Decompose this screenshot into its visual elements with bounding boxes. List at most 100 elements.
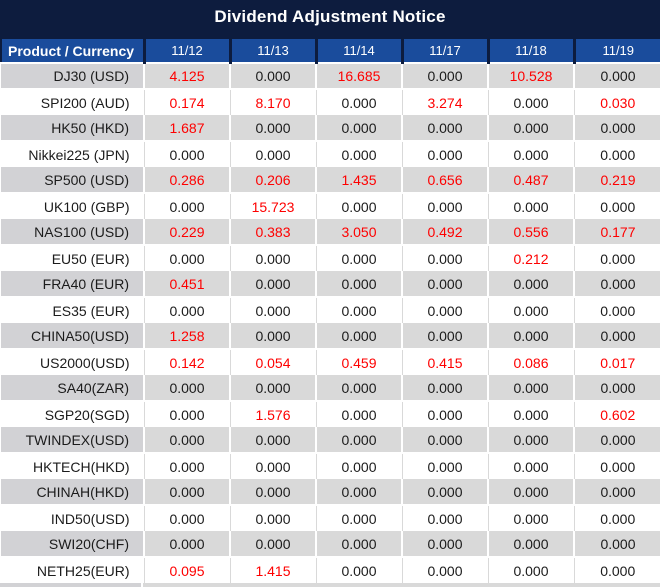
table-row: SPI200 (AUD) 0.174 8.170 0.000 3.274 0.000 0.0… — [1, 89, 660, 115]
value-cell: 0.000 — [316, 271, 403, 298]
value-cell: 0.286 — [144, 167, 231, 194]
value-cell: 0.000 — [488, 323, 575, 350]
value-cell: 0.000 — [402, 557, 489, 583]
value-cell: 0.000 — [402, 453, 489, 479]
value-cell: 0.000 — [316, 193, 403, 219]
value-cell: 0.095 — [144, 557, 231, 583]
value-cell: 0.000 — [574, 63, 660, 90]
bottom-sliver-divider — [141, 583, 143, 587]
value-cell: 0.000 — [574, 505, 660, 531]
value-cell: 0.000 — [488, 115, 575, 142]
value-cell: 0.177 — [574, 219, 660, 246]
value-cell: 0.000 — [316, 557, 403, 583]
header-date-5: 11/18 — [488, 39, 576, 64]
value-cell: 0.000 — [402, 323, 489, 350]
value-cell: 0.000 — [230, 505, 317, 531]
value-cell: 0.000 — [316, 375, 403, 402]
value-cell: 0.000 — [402, 401, 489, 427]
value-cell: 0.086 — [488, 349, 575, 375]
value-cell: 0.212 — [488, 245, 575, 271]
value-cell: 0.000 — [144, 141, 231, 167]
value-cell: 0.017 — [574, 349, 660, 375]
value-cell: 3.050 — [316, 219, 403, 246]
product-cell: EU50 (EUR) — [1, 245, 145, 271]
value-cell: 0.000 — [144, 193, 231, 219]
value-cell: 0.000 — [488, 427, 575, 454]
product-cell: NETH25(EUR) — [1, 557, 145, 583]
value-cell: 0.030 — [574, 89, 660, 115]
table-row: Nikkei225 (JPN) 0.000 0.000 0.000 0.000 0.000… — [1, 141, 660, 167]
value-cell: 0.556 — [488, 219, 575, 246]
value-cell: 0.000 — [230, 297, 317, 323]
value-cell: 0.000 — [230, 453, 317, 479]
value-cell: 0.206 — [230, 167, 317, 194]
product-cell: UK100 (GBP) — [1, 193, 145, 219]
value-cell: 0.000 — [402, 245, 489, 271]
value-cell: 0.602 — [574, 401, 660, 427]
value-cell: 0.000 — [488, 505, 575, 531]
value-cell: 0.000 — [488, 193, 575, 219]
product-cell: FRA40 (EUR) — [1, 271, 145, 298]
value-cell: 0.000 — [230, 375, 317, 402]
bottom-sliver-product-cell — [0, 583, 141, 587]
title-bar: Dividend Adjustment Notice — [0, 0, 660, 39]
value-cell: 0.000 — [316, 401, 403, 427]
value-cell: 8.170 — [230, 89, 317, 115]
table-row: FRA40 (EUR) 0.451 0.000 0.000 0.000 0.000 0.00… — [1, 271, 660, 298]
product-cell: CHINA50(USD) — [1, 323, 145, 350]
value-cell: 0.459 — [316, 349, 403, 375]
value-cell: 0.000 — [402, 479, 489, 506]
header-date-3: 11/14 — [316, 39, 404, 64]
value-cell: 0.000 — [144, 375, 231, 402]
value-cell: 0.219 — [574, 167, 660, 194]
dividend-table: Product / Currency 11/12 11/13 11/14 11/… — [0, 39, 660, 583]
product-cell: TWINDEX(USD) — [1, 427, 145, 454]
value-cell: 3.274 — [402, 89, 489, 115]
value-cell: 0.000 — [574, 453, 660, 479]
value-cell: 0.000 — [488, 89, 575, 115]
value-cell: 0.000 — [230, 427, 317, 454]
value-cell: 1.576 — [230, 401, 317, 427]
table-row: DJ30 (USD) 4.125 0.000 16.685 0.000 10.528 0.0… — [1, 63, 660, 90]
value-cell: 0.000 — [574, 193, 660, 219]
value-cell: 0.000 — [488, 375, 575, 402]
table-row: CHINAH(HKD) 0.000 0.000 0.000 0.000 0.000 0.00… — [1, 479, 660, 506]
product-cell: SPI200 (AUD) — [1, 89, 145, 115]
value-cell: 0.000 — [316, 427, 403, 454]
value-cell: 15.723 — [230, 193, 317, 219]
header-date-6: 11/19 — [574, 39, 660, 64]
value-cell: 0.000 — [144, 245, 231, 271]
value-cell: 0.000 — [230, 141, 317, 167]
value-cell: 0.000 — [574, 427, 660, 454]
value-cell: 0.000 — [402, 505, 489, 531]
value-cell: 0.656 — [402, 167, 489, 194]
table-row: HKTECH(HKD) 0.000 0.000 0.000 0.000 0.000 0.00… — [1, 453, 660, 479]
value-cell: 0.000 — [488, 141, 575, 167]
value-cell: 0.000 — [402, 427, 489, 454]
value-cell: 0.000 — [574, 557, 660, 583]
table-row: SA40(ZAR) 0.000 0.000 0.000 0.000 0.000 0.000 — [1, 375, 660, 402]
value-cell: 0.000 — [488, 297, 575, 323]
product-cell: Nikkei225 (JPN) — [1, 141, 145, 167]
value-cell: 0.000 — [144, 453, 231, 479]
value-cell: 0.000 — [488, 271, 575, 298]
value-cell: 0.000 — [230, 531, 317, 558]
value-cell: 0.000 — [316, 141, 403, 167]
table-row: ES35 (EUR) 0.000 0.000 0.000 0.000 0.000 0.000 — [1, 297, 660, 323]
table-row: NETH25(EUR) 0.095 1.415 0.000 0.000 0.000 0.00… — [1, 557, 660, 583]
table-row: US2000(USD) 0.142 0.054 0.459 0.415 0.086 0.01… — [1, 349, 660, 375]
value-cell: 0.000 — [488, 401, 575, 427]
page-title: Dividend Adjustment Notice — [214, 7, 446, 26]
product-cell: ES35 (EUR) — [1, 297, 145, 323]
value-cell: 0.000 — [574, 141, 660, 167]
value-cell: 0.000 — [230, 323, 317, 350]
value-cell: 0.492 — [402, 219, 489, 246]
value-cell: 0.000 — [316, 531, 403, 558]
value-cell: 0.000 — [574, 375, 660, 402]
value-cell: 0.000 — [402, 193, 489, 219]
value-cell: 0.000 — [488, 479, 575, 506]
value-cell: 0.000 — [144, 427, 231, 454]
product-cell: DJ30 (USD) — [1, 63, 145, 90]
product-cell: HK50 (HKD) — [1, 115, 145, 142]
table-row: UK100 (GBP) 0.000 15.723 0.000 0.000 0.000 0.0… — [1, 193, 660, 219]
